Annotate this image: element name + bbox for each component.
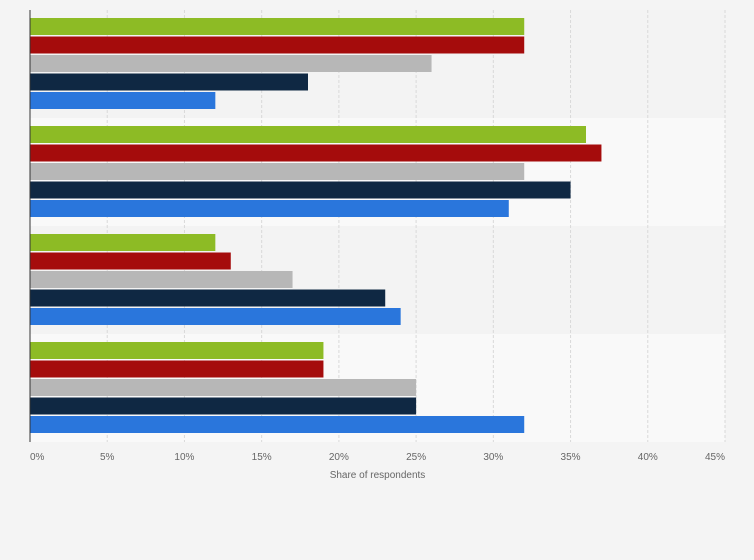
bar: [30, 36, 525, 54]
bar: [30, 234, 216, 251]
bar: [30, 200, 509, 217]
x-tick-label: 10%: [174, 452, 194, 463]
bar: [30, 342, 324, 359]
bar: [30, 163, 525, 180]
bar: [30, 379, 417, 396]
bar: [30, 271, 293, 288]
bar: [30, 73, 308, 91]
bar: [30, 360, 324, 378]
bar: [30, 181, 571, 199]
bar: [30, 126, 586, 143]
x-tick-label: 30%: [483, 452, 503, 463]
x-tick-label: 0%: [30, 452, 45, 463]
x-tick-label: 5%: [100, 452, 115, 463]
x-tick-label: 35%: [561, 452, 581, 463]
x-tick-label: 25%: [406, 452, 426, 463]
bar: [30, 397, 417, 415]
bar: [30, 144, 602, 162]
bar: [30, 92, 216, 109]
bar: [30, 308, 401, 325]
x-tick-label: 20%: [329, 452, 349, 463]
x-tick-label: 40%: [638, 452, 658, 463]
bar: [30, 289, 386, 307]
bar: [30, 55, 432, 72]
bar: [30, 252, 231, 270]
x-tick-label: 45%: [705, 452, 725, 463]
bar: [30, 416, 525, 433]
bar: [30, 18, 525, 35]
x-tick-label: 15%: [252, 452, 272, 463]
x-axis-label: Share of respondents: [330, 470, 426, 481]
x-tick-labels: 0% 5% 10% 15% 20% 25% 30% 35% 40% 45%: [30, 452, 725, 463]
bars: [30, 18, 602, 433]
